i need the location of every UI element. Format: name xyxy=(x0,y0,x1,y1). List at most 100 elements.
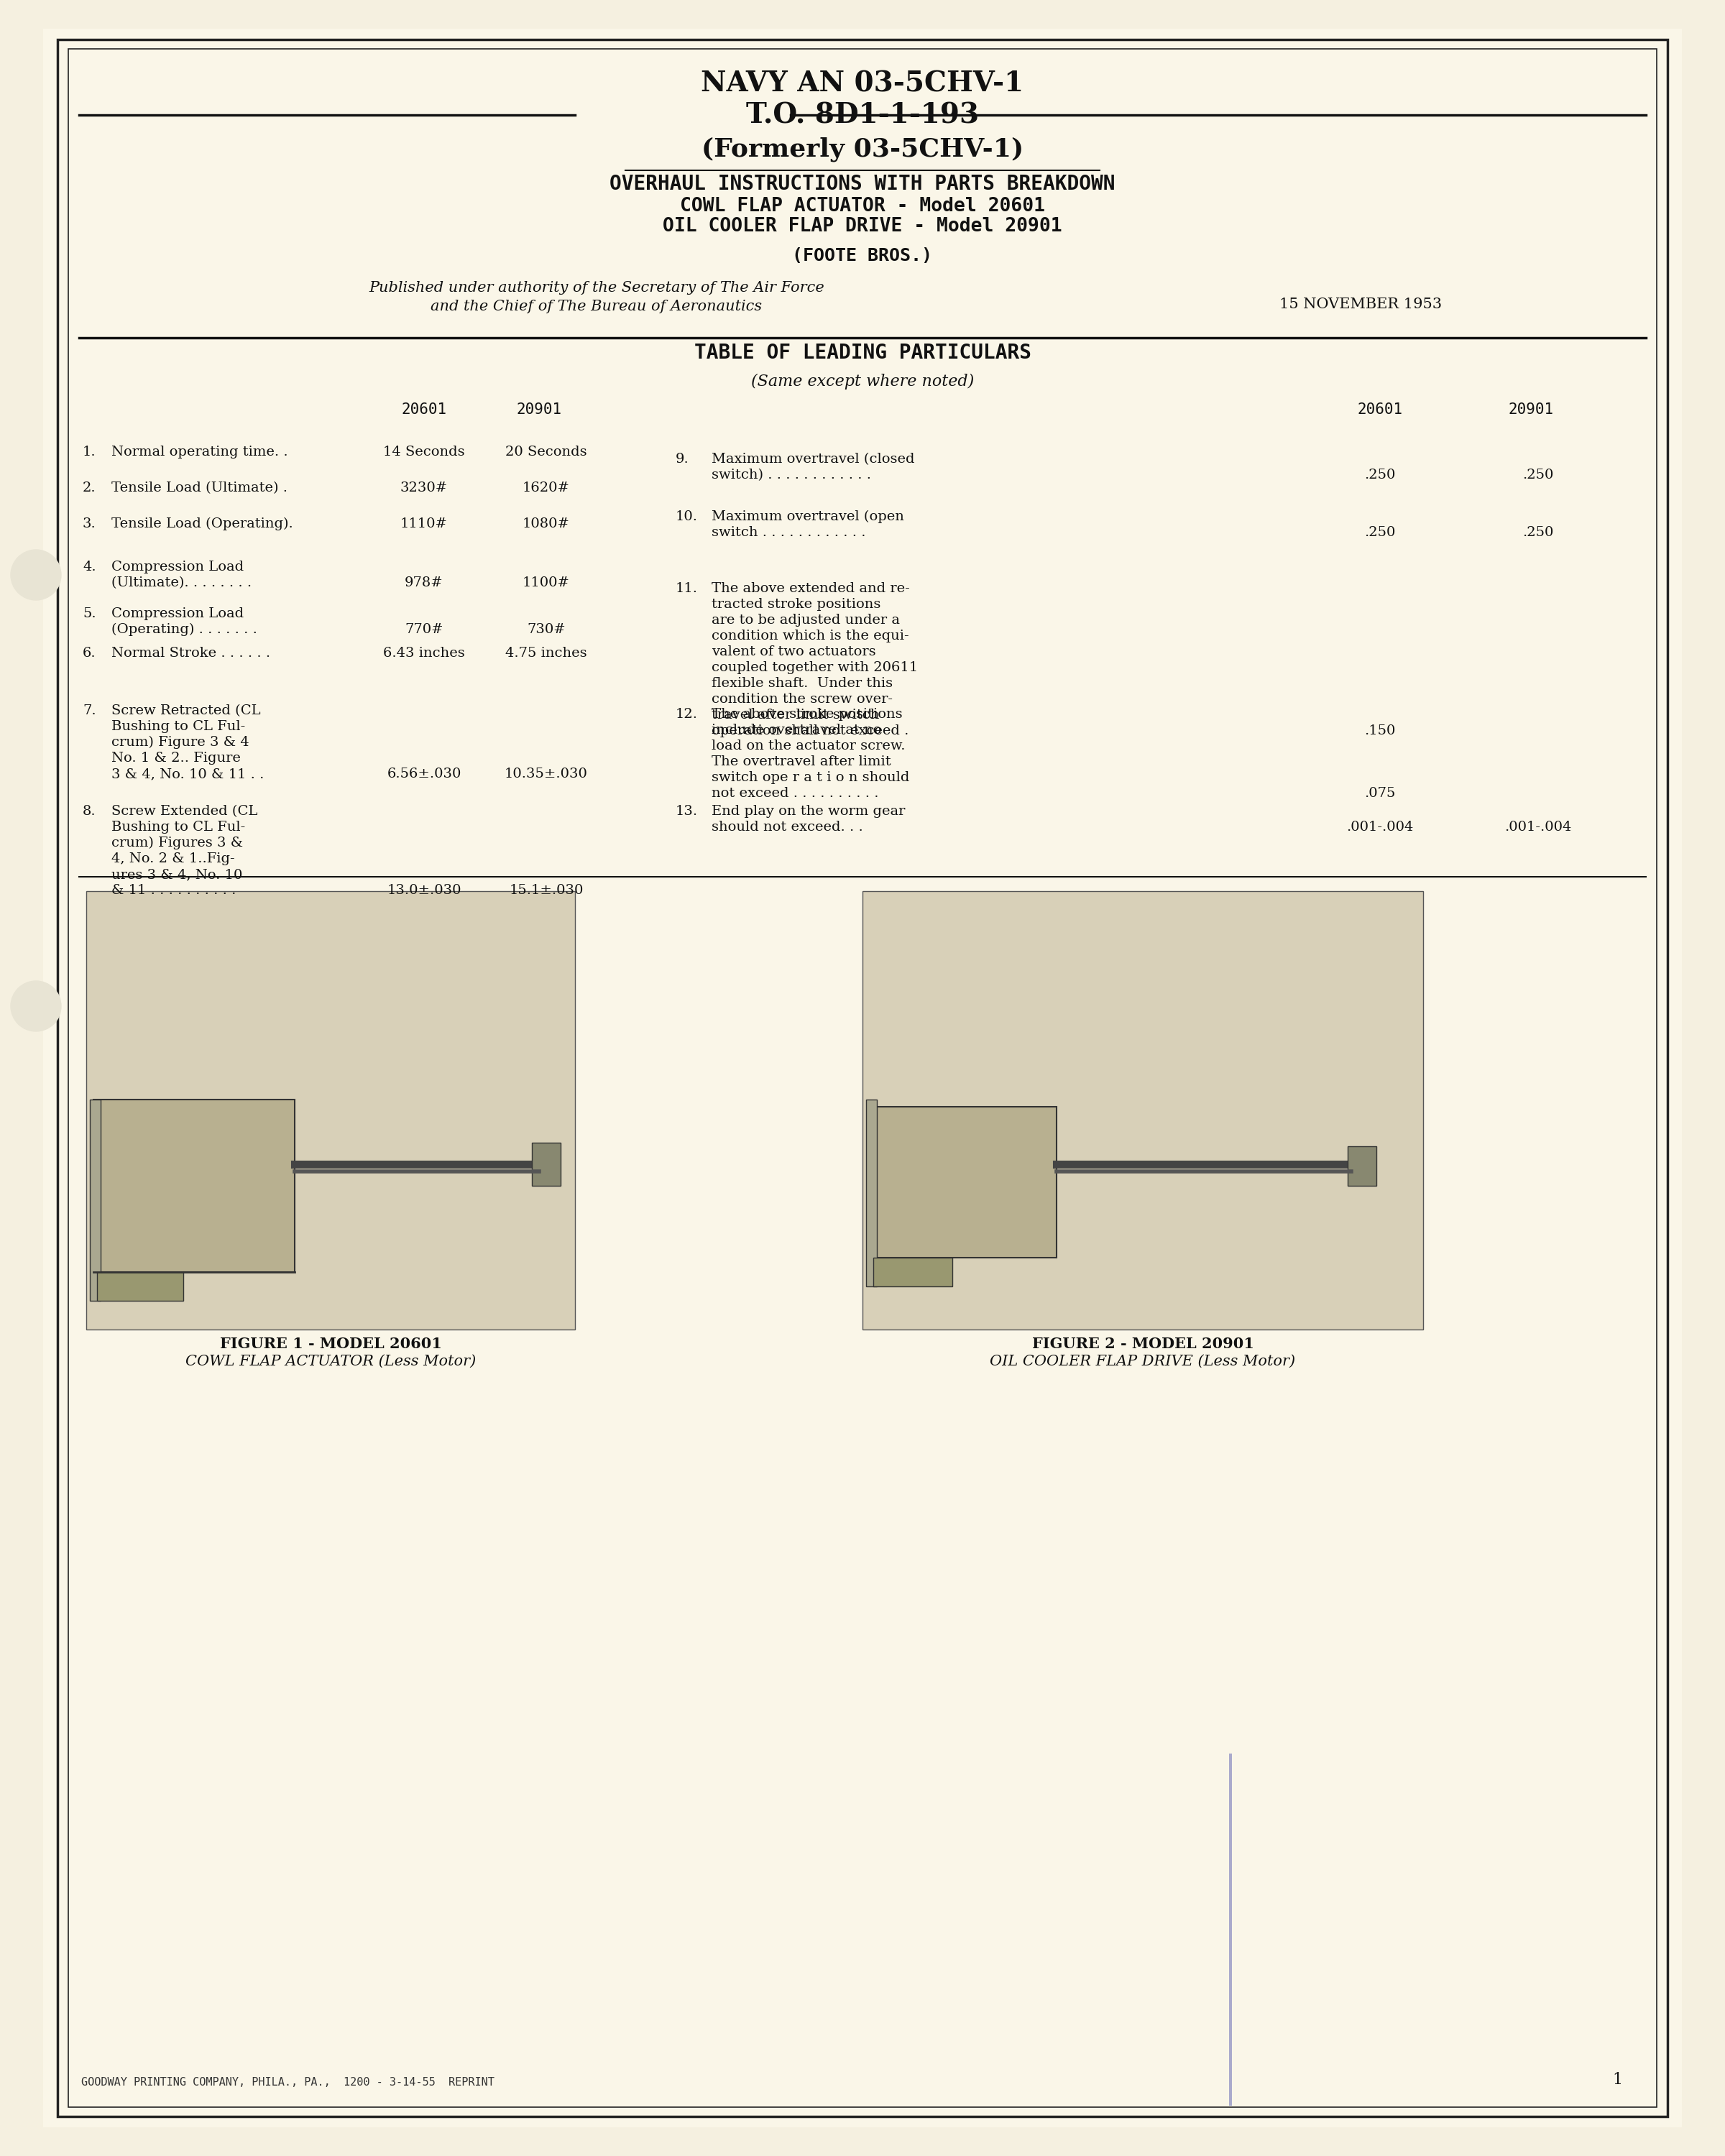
Text: GOODWAY PRINTING COMPANY, PHILA., PA.,  1200 - 3-14-55  REPRINT: GOODWAY PRINTING COMPANY, PHILA., PA., 1… xyxy=(81,2076,493,2087)
Text: (Same except where noted): (Same except where noted) xyxy=(750,373,975,390)
Text: NAVY AN 03-5CHV-1: NAVY AN 03-5CHV-1 xyxy=(700,69,1025,97)
Text: Maximum overtravel (closed: Maximum overtravel (closed xyxy=(712,453,914,466)
Text: 770#: 770# xyxy=(405,623,443,636)
Text: 978#: 978# xyxy=(405,576,443,589)
Text: (Operating) . . . . . . .: (Operating) . . . . . . . xyxy=(112,623,257,636)
Text: Normal Stroke . . . . . .: Normal Stroke . . . . . . xyxy=(112,647,271,660)
Circle shape xyxy=(10,550,60,599)
Text: 10.35±.030: 10.35±.030 xyxy=(505,768,588,780)
Text: The overtravel after limit: The overtravel after limit xyxy=(712,755,892,768)
Text: 1110#: 1110# xyxy=(400,517,448,530)
FancyBboxPatch shape xyxy=(43,28,1682,2128)
Text: The above stroke positions: The above stroke positions xyxy=(712,707,902,720)
Bar xyxy=(866,1100,876,1287)
Text: Screw Extended (CL: Screw Extended (CL xyxy=(112,804,257,817)
Text: Bushing to CL Ful-: Bushing to CL Ful- xyxy=(112,821,245,834)
Text: 11.: 11. xyxy=(676,582,699,595)
Text: 4.75 inches: 4.75 inches xyxy=(505,647,586,660)
Bar xyxy=(97,1272,183,1300)
Text: .001-.004: .001-.004 xyxy=(1347,821,1413,834)
Text: Compression Load: Compression Load xyxy=(112,608,243,621)
Bar xyxy=(90,1100,100,1300)
Text: 4, No. 2 & 1..Fig-: 4, No. 2 & 1..Fig- xyxy=(112,852,235,865)
Text: 13.0±.030: 13.0±.030 xyxy=(386,884,461,897)
Text: 3.: 3. xyxy=(83,517,97,530)
Text: 15.1±.030: 15.1±.030 xyxy=(509,884,583,897)
Text: are to be adjusted under a: are to be adjusted under a xyxy=(712,614,900,627)
Text: OIL COOLER FLAP DRIVE (Less Motor): OIL COOLER FLAP DRIVE (Less Motor) xyxy=(990,1354,1295,1369)
Text: (Ultimate). . . . . . . .: (Ultimate). . . . . . . . xyxy=(112,576,252,589)
Text: OIL COOLER FLAP DRIVE - Model 20901: OIL COOLER FLAP DRIVE - Model 20901 xyxy=(662,218,1063,235)
Text: 20601: 20601 xyxy=(402,403,447,416)
Text: 7.: 7. xyxy=(83,705,97,718)
Text: COWL FLAP ACTUATOR - Model 20601: COWL FLAP ACTUATOR - Model 20601 xyxy=(680,196,1045,216)
Text: 10.: 10. xyxy=(676,511,699,524)
Text: End play on the worm gear: End play on the worm gear xyxy=(712,804,906,817)
Text: 6.: 6. xyxy=(83,647,97,660)
Text: crum) Figure 3 & 4: crum) Figure 3 & 4 xyxy=(112,735,248,748)
Text: COWL FLAP ACTUATOR (Less Motor): COWL FLAP ACTUATOR (Less Motor) xyxy=(185,1354,476,1369)
Bar xyxy=(873,1257,952,1287)
Text: 6.56±.030: 6.56±.030 xyxy=(386,768,461,780)
Text: 20901: 20901 xyxy=(1508,403,1554,416)
Text: (FOOTE BROS.): (FOOTE BROS.) xyxy=(792,248,933,265)
Text: switch) . . . . . . . . . . . .: switch) . . . . . . . . . . . . xyxy=(712,468,871,481)
Text: 1.: 1. xyxy=(83,446,97,459)
Text: T.O. 8D1-1-193: T.O. 8D1-1-193 xyxy=(745,101,980,129)
Text: 1620#: 1620# xyxy=(523,481,569,494)
Text: condition which is the equi-: condition which is the equi- xyxy=(712,630,909,642)
Bar xyxy=(862,890,1423,1330)
Text: Tensile Load (Operating).: Tensile Load (Operating). xyxy=(112,517,293,530)
Text: should not exceed. . .: should not exceed. . . xyxy=(712,821,862,834)
Text: valent of two actuators: valent of two actuators xyxy=(712,645,876,658)
Text: & 11 . . . . . . . . . .: & 11 . . . . . . . . . . xyxy=(112,884,236,897)
Text: 4.: 4. xyxy=(83,561,97,573)
Text: FIGURE 1 - MODEL 20601: FIGURE 1 - MODEL 20601 xyxy=(219,1337,442,1352)
Text: 6.43 inches: 6.43 inches xyxy=(383,647,466,660)
Bar xyxy=(1347,1147,1377,1186)
Text: Bushing to CL Ful-: Bushing to CL Ful- xyxy=(112,720,245,733)
Text: 14 Seconds: 14 Seconds xyxy=(383,446,466,459)
Text: .075: .075 xyxy=(1364,787,1396,800)
Text: The above extended and re-: The above extended and re- xyxy=(712,582,909,595)
Text: .250: .250 xyxy=(1364,526,1396,539)
Text: .250: .250 xyxy=(1523,526,1554,539)
Text: Maximum overtravel (open: Maximum overtravel (open xyxy=(712,511,904,524)
Bar xyxy=(86,890,574,1330)
Text: coupled together with 20611: coupled together with 20611 xyxy=(712,662,918,675)
Text: 2.: 2. xyxy=(83,481,97,494)
Text: operation shall not exceed .: operation shall not exceed . xyxy=(712,724,909,737)
Text: flexible shaft.  Under this: flexible shaft. Under this xyxy=(712,677,894,690)
Text: TABLE OF LEADING PARTICULARS: TABLE OF LEADING PARTICULARS xyxy=(693,343,1032,362)
Text: 3 & 4, No. 10 & 11 . .: 3 & 4, No. 10 & 11 . . xyxy=(112,768,264,780)
Text: crum) Figures 3 &: crum) Figures 3 & xyxy=(112,837,243,849)
Text: No. 1 & 2.. Figure: No. 1 & 2.. Figure xyxy=(112,752,242,765)
Text: OVERHAUL INSTRUCTIONS WITH PARTS BREAKDOWN: OVERHAUL INSTRUCTIONS WITH PARTS BREAKDO… xyxy=(609,175,1116,194)
Bar xyxy=(1228,1753,1232,2106)
Text: include overtravel at no: include overtravel at no xyxy=(712,724,881,737)
Text: condition the screw over-: condition the screw over- xyxy=(712,692,894,705)
Text: 13.: 13. xyxy=(676,804,699,817)
Text: (Formerly 03-5CHV-1): (Formerly 03-5CHV-1) xyxy=(702,136,1023,162)
Text: 730#: 730# xyxy=(526,623,566,636)
Text: Tensile Load (Ultimate) .: Tensile Load (Ultimate) . xyxy=(112,481,288,494)
Bar xyxy=(869,1106,1056,1257)
Circle shape xyxy=(10,981,60,1031)
Text: .150: .150 xyxy=(1364,724,1396,737)
Text: 20601: 20601 xyxy=(1358,403,1402,416)
Text: Normal operating time. .: Normal operating time. . xyxy=(112,446,288,459)
Text: .250: .250 xyxy=(1364,468,1396,481)
Text: 1080#: 1080# xyxy=(523,517,569,530)
Text: ures 3 & 4, No. 10: ures 3 & 4, No. 10 xyxy=(112,869,243,882)
Text: 15 NOVEMBER 1953: 15 NOVEMBER 1953 xyxy=(1280,298,1442,310)
Text: .001-.004: .001-.004 xyxy=(1504,821,1571,834)
Text: 3230#: 3230# xyxy=(400,481,448,494)
Text: 1100#: 1100# xyxy=(523,576,569,589)
Text: not exceed . . . . . . . . . .: not exceed . . . . . . . . . . xyxy=(712,787,878,800)
Text: 5.: 5. xyxy=(83,608,97,621)
Text: Screw Retracted (CL: Screw Retracted (CL xyxy=(112,705,260,718)
Text: 1: 1 xyxy=(1613,2072,1621,2087)
Text: tracted stroke positions: tracted stroke positions xyxy=(712,597,881,610)
Bar xyxy=(531,1143,561,1186)
Text: .250: .250 xyxy=(1523,468,1554,481)
